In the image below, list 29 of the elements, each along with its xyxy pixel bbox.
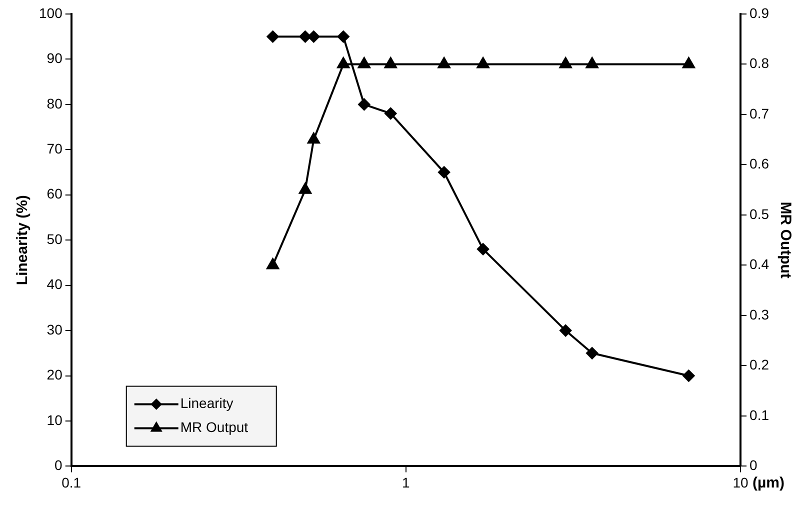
x-tick-label: 10	[732, 474, 749, 490]
y2-tick-label: 0	[750, 457, 758, 474]
y2-tick-label: 0.3	[750, 306, 770, 322]
legend-label: MR Output	[180, 419, 248, 436]
y-tick-label: 60	[46, 186, 63, 202]
y-tick-label: 50	[46, 230, 63, 247]
y2-tick-label: 0.7	[750, 105, 770, 122]
y2-tick-label: 0.9	[750, 4, 770, 21]
y-tick-label: 100	[39, 4, 63, 21]
x-tick-label: 0.1	[62, 474, 82, 490]
y-tick-label: 10	[46, 412, 63, 428]
y-tick-label: 70	[46, 140, 63, 157]
y-tick-label: 0	[54, 457, 63, 474]
y2-tick-label: 0.8	[750, 55, 770, 72]
legend-label: Linearity	[180, 395, 234, 412]
y-tick-label: 40	[46, 276, 63, 292]
y-tick-label: 20	[46, 366, 63, 383]
y-tick-label: 80	[46, 95, 63, 112]
y-tick-label: 30	[46, 321, 63, 338]
y-axis-title: Linearity (%)	[14, 195, 32, 286]
x-tick-label: 1	[402, 474, 410, 490]
y2-tick-label: 0.5	[750, 206, 770, 222]
y2-axis-title: MR Output	[776, 202, 794, 278]
x-axis-title: (µm)	[752, 474, 785, 492]
y2-tick-label: 0.1	[750, 406, 770, 423]
y2-tick-label: 0.4	[750, 256, 770, 272]
y-tick-label: 90	[46, 50, 63, 66]
y2-tick-label: 0.2	[750, 356, 770, 373]
y2-tick-label: 0.6	[750, 156, 770, 172]
